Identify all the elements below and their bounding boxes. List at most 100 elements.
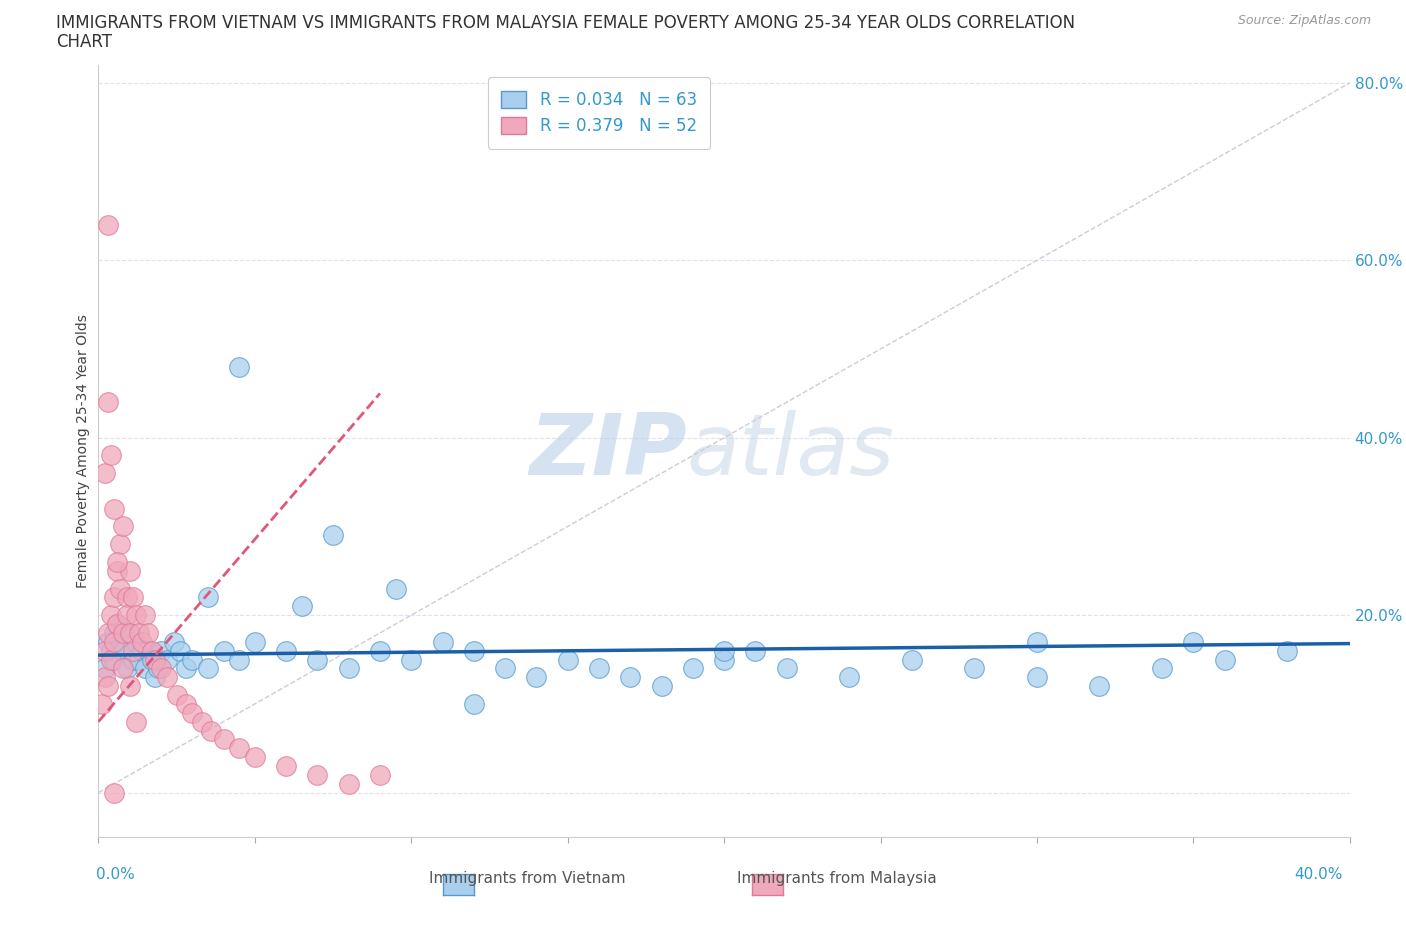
Legend: R = 0.034   N = 63, R = 0.379   N = 52: R = 0.034 N = 63, R = 0.379 N = 52 <box>488 77 710 149</box>
Point <box>494 661 516 676</box>
Point <box>100 448 122 463</box>
Point <box>112 519 135 534</box>
Text: Immigrants from Malaysia: Immigrants from Malaysia <box>737 871 936 886</box>
Point <box>150 661 173 676</box>
Point <box>97 395 120 410</box>
Point <box>118 564 141 578</box>
Point <box>228 741 250 756</box>
Point <box>121 590 143 604</box>
Point <box>125 714 148 729</box>
Point <box>401 652 423 667</box>
Point <box>963 661 986 676</box>
Point <box>291 599 314 614</box>
Point <box>110 537 132 551</box>
Point <box>134 661 156 676</box>
Point <box>1277 644 1299 658</box>
Point <box>105 617 128 631</box>
Point <box>105 564 128 578</box>
Point <box>174 697 197 711</box>
Point <box>90 697 112 711</box>
Point <box>162 634 184 649</box>
Point <box>105 617 128 631</box>
Point <box>243 750 266 764</box>
Point <box>118 679 141 694</box>
Text: 40.0%: 40.0% <box>1295 867 1343 882</box>
Point <box>337 661 360 676</box>
Point <box>432 634 454 649</box>
Point <box>125 607 148 622</box>
Point <box>197 661 219 676</box>
Point <box>212 644 235 658</box>
Point <box>125 634 148 649</box>
Point <box>197 590 219 604</box>
Point <box>682 661 704 676</box>
Point <box>103 785 125 800</box>
Point <box>463 644 485 658</box>
Point <box>97 634 120 649</box>
Point <box>93 661 115 676</box>
Text: Immigrants from Vietnam: Immigrants from Vietnam <box>429 871 626 886</box>
Point <box>200 724 222 738</box>
Point <box>1088 679 1111 694</box>
Point <box>100 644 122 658</box>
Point <box>368 767 391 782</box>
Text: IMMIGRANTS FROM VIETNAM VS IMMIGRANTS FROM MALAYSIA FEMALE POVERTY AMONG 25-34 Y: IMMIGRANTS FROM VIETNAM VS IMMIGRANTS FR… <box>56 14 1076 32</box>
Point <box>115 607 138 622</box>
Point <box>1152 661 1174 676</box>
Point <box>181 705 204 720</box>
Point <box>838 670 860 684</box>
Point <box>337 777 360 791</box>
Point <box>557 652 579 667</box>
Point <box>156 670 179 684</box>
Point <box>463 697 485 711</box>
Point <box>143 670 166 684</box>
Point <box>1026 670 1049 684</box>
Point <box>141 652 163 667</box>
Point <box>384 581 406 596</box>
Point <box>118 626 141 641</box>
Point <box>228 652 250 667</box>
Point <box>900 652 922 667</box>
Point <box>128 652 150 667</box>
Point <box>112 661 135 676</box>
Point <box>97 679 120 694</box>
Point <box>103 652 125 667</box>
Point <box>181 652 204 667</box>
Point <box>105 554 128 569</box>
Point <box>97 626 120 641</box>
Point <box>228 359 250 374</box>
Point <box>134 607 156 622</box>
Point <box>103 626 125 641</box>
Point <box>103 501 125 516</box>
Point <box>588 661 610 676</box>
Point <box>243 634 266 649</box>
Text: Source: ZipAtlas.com: Source: ZipAtlas.com <box>1237 14 1371 27</box>
Point <box>619 670 641 684</box>
Point <box>115 590 138 604</box>
Point <box>138 626 160 641</box>
Point <box>169 644 191 658</box>
Point <box>100 607 122 622</box>
Point <box>103 634 125 649</box>
Point <box>112 644 135 658</box>
Point <box>776 661 799 676</box>
Point <box>713 652 735 667</box>
Point <box>307 767 329 782</box>
Y-axis label: Female Poverty Among 25-34 Year Olds: Female Poverty Among 25-34 Year Olds <box>76 314 90 588</box>
Point <box>166 687 188 702</box>
Point <box>1213 652 1236 667</box>
Point <box>156 652 179 667</box>
Point <box>274 759 298 774</box>
Point <box>1026 634 1049 649</box>
Point <box>368 644 391 658</box>
Point <box>93 466 115 481</box>
Point <box>110 634 132 649</box>
Point <box>112 626 135 641</box>
Text: CHART: CHART <box>56 33 112 50</box>
Point <box>1182 634 1205 649</box>
Point <box>100 652 122 667</box>
Point <box>212 732 235 747</box>
Point <box>146 661 169 676</box>
Point <box>131 644 153 658</box>
Point <box>274 644 298 658</box>
